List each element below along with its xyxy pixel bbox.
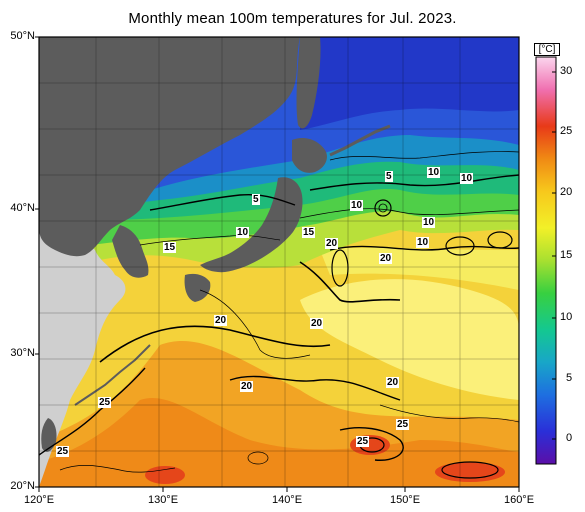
colorbar-tick-15: 15 (560, 249, 573, 261)
contour-label: 10 (236, 227, 250, 238)
map-frame (38, 36, 520, 488)
contour-label: 25 (98, 397, 112, 408)
colorbar-tick-5: 5 (566, 372, 573, 384)
lon-label-140e: 140°E (271, 494, 303, 506)
colorbar-ticks (552, 71, 556, 440)
contour-label: 20 (386, 377, 400, 388)
contour-label: 25 (56, 446, 70, 457)
sea-temperature-field (39, 37, 519, 487)
lon-label-130e: 130°E (147, 494, 179, 506)
colorbar-tick-0: 0 (566, 432, 573, 444)
lat-label-40n: 40°N (10, 202, 35, 214)
contour-label: 20 (310, 318, 324, 329)
colorbar-tick-10: 10 (560, 311, 573, 323)
land-areas (39, 37, 391, 487)
axis-ticks (35, 36, 520, 492)
lat-label-50n: 50°N (10, 30, 35, 42)
isotherm-lines (39, 151, 519, 479)
contour-label: 25 (396, 419, 410, 430)
contour-label: 20 (325, 238, 339, 249)
contour-label: 20 (214, 315, 228, 326)
contour-label: 10 (350, 200, 364, 211)
colorbar-tick-20: 20 (560, 186, 573, 198)
contour-label: 15 (163, 242, 177, 253)
lon-label-120e: 120°E (23, 494, 55, 506)
contour-label: 20 (379, 253, 393, 264)
colorbar-tick-25: 25 (560, 125, 573, 137)
contour-label: 15 (302, 227, 316, 238)
contour-label: 25 (356, 436, 370, 447)
map-title: Monthly mean 100m temperatures for Jul. … (128, 10, 457, 27)
lon-label-150e: 150°E (389, 494, 421, 506)
contour-label: 10 (422, 217, 436, 228)
lon-label-160e: 160°E (503, 494, 535, 506)
lat-label-30n: 30°N (10, 347, 35, 359)
colorbar-unit: [°C] (534, 43, 560, 56)
graticule (39, 37, 519, 487)
lat-label-20n: 20°N (10, 480, 35, 492)
contour-label: 5 (385, 171, 393, 182)
contour-label: 10 (460, 173, 474, 184)
colorbar-tick-30: 30 (560, 65, 573, 77)
contour-label: 10 (416, 237, 430, 248)
contour-label: 5 (252, 194, 260, 205)
contour-label: 20 (240, 381, 254, 392)
contour-label: 10 (427, 167, 441, 178)
colorbar (535, 56, 557, 465)
